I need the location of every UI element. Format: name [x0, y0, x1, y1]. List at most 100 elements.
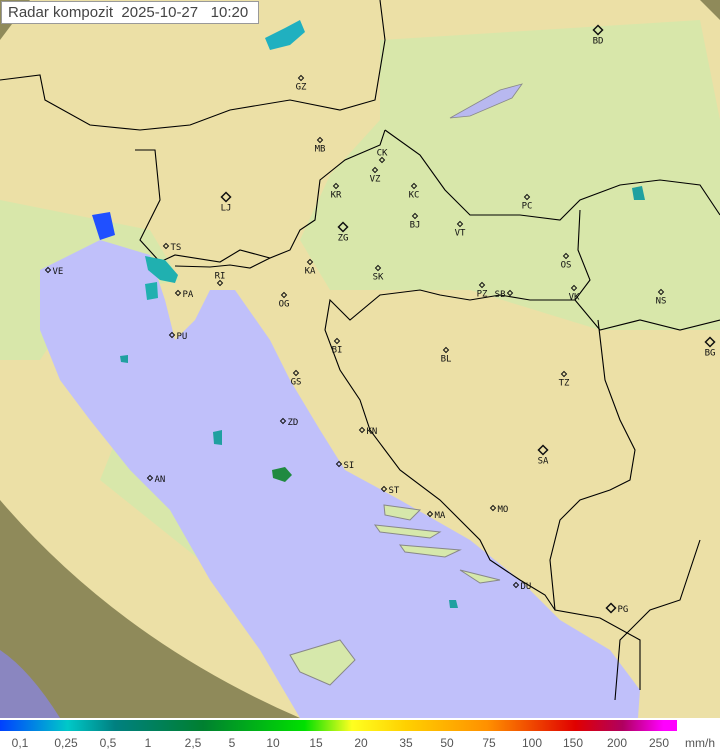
city-pz: PZ: [477, 281, 488, 300]
capital-marker-icon: [592, 24, 604, 36]
city-label: GZ: [296, 83, 307, 93]
legend-tick: 0,25: [54, 736, 78, 750]
city-gs: GS: [291, 369, 301, 388]
city-zd: ZD: [279, 417, 299, 428]
city-ri: RI: [215, 272, 226, 287]
city-kc: KC: [409, 182, 420, 201]
radar-map[interactable]: BD GZ MB CK VZ KR KC LJ PC BJ VT ZG TS VE OS KA SK RI PA PZ…: [0, 0, 720, 718]
capital-marker-icon: [605, 602, 617, 614]
city-label: BL: [441, 355, 452, 365]
city-marker-icon: [306, 258, 314, 266]
city-marker-icon: [560, 370, 568, 378]
city-ck: CK: [377, 149, 388, 164]
city-marker-icon: [442, 346, 450, 354]
city-label: KR: [331, 191, 342, 201]
city-si: SI: [335, 460, 355, 471]
city-marker-icon: [456, 220, 464, 228]
city-marker-icon: [333, 337, 341, 345]
city-label: PG: [618, 605, 629, 615]
city-marker-icon: [489, 504, 497, 512]
legend-tick: 20: [354, 736, 368, 750]
city-marker-icon: [478, 281, 486, 289]
city-label: BJ: [410, 221, 421, 231]
city-label: SB: [495, 290, 506, 300]
city-label: ZD: [288, 418, 299, 428]
city-label: OG: [279, 300, 290, 310]
city-label: AN: [155, 475, 166, 485]
city-label: VE: [53, 267, 64, 277]
city-marker-icon: [316, 136, 324, 144]
legend-tick: 75: [482, 736, 496, 750]
title-date: 2025-10-27: [121, 4, 199, 21]
city-ma: MA: [426, 510, 446, 521]
city-pu: PU: [168, 331, 188, 342]
city-label: LJ: [221, 204, 232, 214]
city-marker-icon: [378, 156, 386, 164]
legend-tick: 50: [440, 736, 454, 750]
city-label: SA: [538, 457, 549, 467]
city-os: OS: [561, 252, 572, 271]
city-ts: TS: [162, 242, 181, 253]
legend-tick: 10: [266, 736, 280, 750]
city-marker-icon: [410, 182, 418, 190]
city-bi: BI: [332, 337, 343, 356]
city-label: KC: [409, 191, 420, 201]
legend-tick: 2,5: [184, 736, 202, 750]
city-label: BG: [705, 349, 716, 359]
title-label: Radar kompozit: [8, 4, 114, 21]
city-an: AN: [146, 474, 166, 485]
capital-marker-icon: [220, 191, 232, 203]
city-st: ST: [380, 485, 400, 496]
city-label: PZ: [477, 290, 488, 300]
city-marker-icon: [512, 581, 520, 589]
city-marker-icon: [374, 264, 382, 272]
capital-marker-icon: [537, 444, 549, 456]
city-label: PC: [522, 202, 533, 212]
legend-tick: 1: [144, 736, 152, 750]
city-sb: SB: [495, 289, 514, 300]
city-label: BI: [332, 346, 343, 356]
city-marker-icon: [332, 182, 340, 190]
legend-tick: 100: [521, 736, 543, 750]
city-kn: KN: [358, 426, 377, 437]
echo-trieste-gulf: [92, 212, 115, 240]
city-label: TZ: [559, 379, 570, 389]
city-mo: MO: [489, 504, 508, 515]
city-markers: BD GZ MB CK VZ KR KC LJ PC BJ VT ZG TS VE OS KA SK RI PA PZ…: [44, 24, 716, 615]
city-marker-icon: [44, 266, 52, 274]
city-kr: KR: [331, 182, 342, 201]
city-label: MA: [435, 511, 446, 521]
city-marker-icon: [174, 289, 182, 297]
city-marker-icon: [292, 369, 300, 377]
city-label: OS: [561, 261, 572, 271]
legend-colorbar: [0, 720, 677, 731]
city-label: SI: [344, 461, 355, 471]
city-label: CK: [377, 149, 388, 159]
echo-adriatic: [272, 467, 292, 482]
city-marker-icon: [280, 291, 288, 299]
city-bg: BG: [704, 336, 716, 359]
city-mb: MB: [315, 136, 325, 155]
echo-north: [265, 20, 305, 50]
capital-marker-icon: [704, 336, 716, 348]
city-label: PU: [177, 332, 188, 342]
city-marker-icon: [657, 288, 665, 296]
legend-tick: 0,5: [99, 736, 117, 750]
legend-tick: 15: [309, 736, 323, 750]
city-marker-icon: [371, 166, 379, 174]
country-borders: [0, 0, 720, 701]
city-pc: PC: [522, 193, 533, 212]
city-label: SK: [373, 273, 384, 283]
city-label: RI: [215, 272, 226, 282]
map-title: Radar kompozit 2025-10-27 10:20: [1, 1, 260, 24]
legend-tick: 0,1: [11, 736, 29, 750]
city-ve: VE: [44, 266, 64, 277]
city-marker-icon: [506, 289, 514, 297]
precipitation-echoes: [92, 20, 645, 608]
legend-tick: 35: [399, 736, 413, 750]
city-marker-icon: [358, 426, 366, 434]
city-marker-icon: [216, 279, 224, 287]
title-time: 10:20: [210, 4, 249, 21]
city-marker-icon: [411, 212, 419, 220]
